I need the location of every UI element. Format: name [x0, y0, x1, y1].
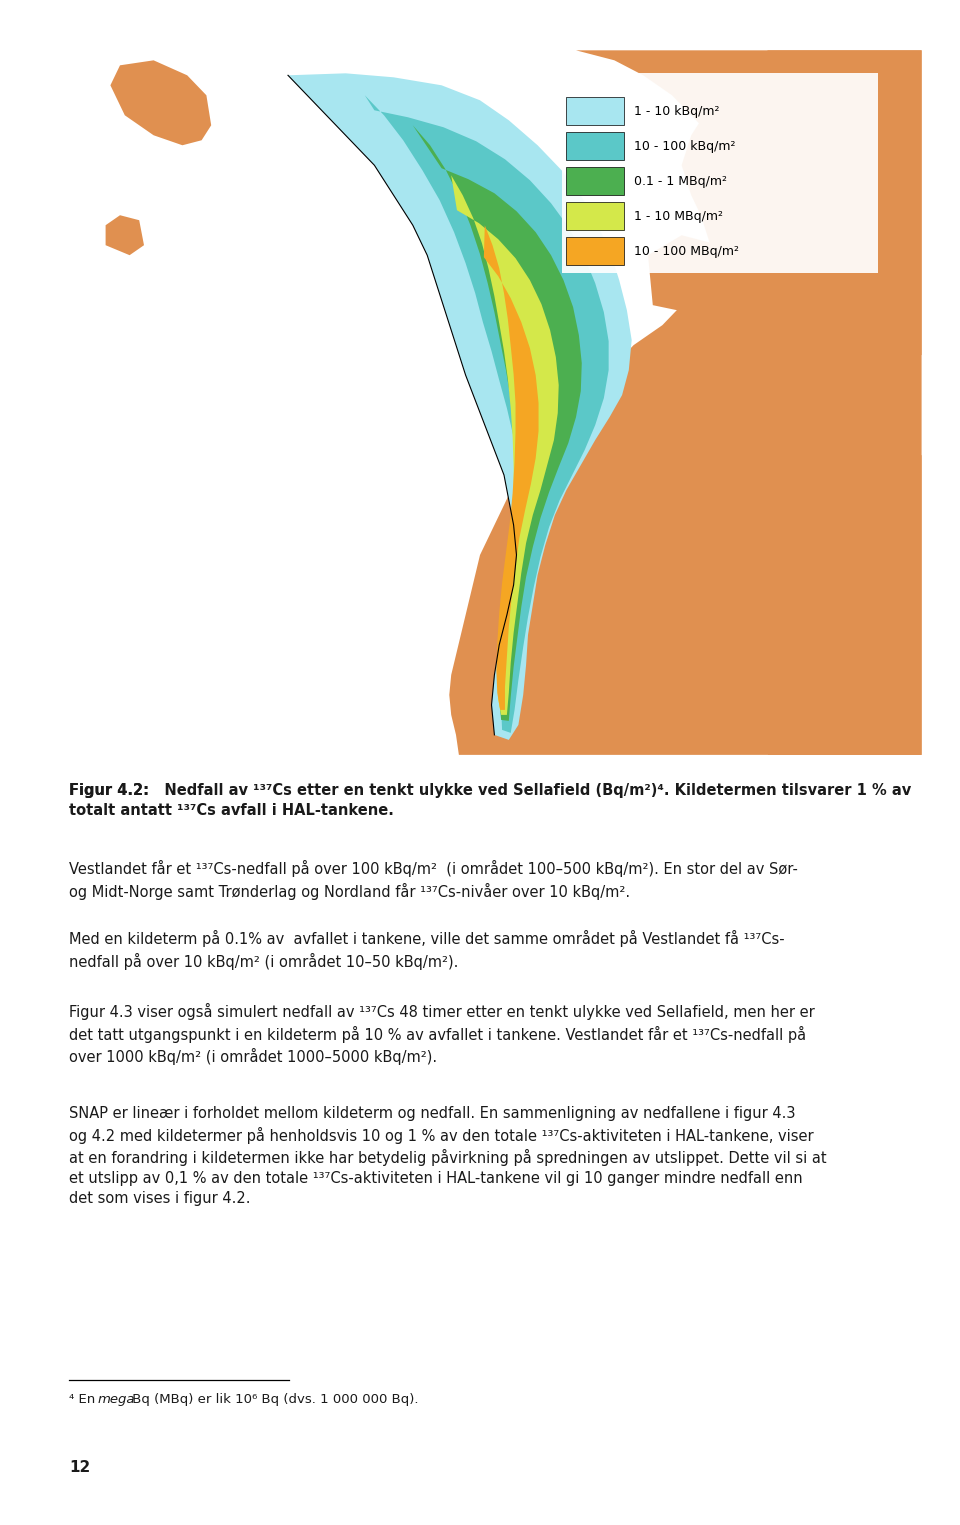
Polygon shape — [449, 50, 922, 755]
Polygon shape — [288, 73, 632, 740]
Polygon shape — [413, 125, 582, 721]
Bar — [566, 98, 624, 125]
Bar — [566, 238, 624, 265]
Bar — [562, 73, 878, 273]
Polygon shape — [648, 235, 730, 316]
Text: Bq (MBq) er lik 10⁶ Bq (dvs. 1 000 000 Bq).: Bq (MBq) er lik 10⁶ Bq (dvs. 1 000 000 B… — [128, 1392, 419, 1406]
Polygon shape — [365, 95, 609, 734]
Text: Vestlandet får et ¹³⁷Cs-nedfall på over 100 kBq/m²  (i området 100–500 kBq/m²). : Vestlandet får et ¹³⁷Cs-nedfall på over … — [69, 860, 798, 900]
Polygon shape — [758, 454, 922, 755]
Text: Figur 4.3 viser også simulert nedfall av ¹³⁷Cs 48 timer etter en tenkt ulykke ve: Figur 4.3 viser også simulert nedfall av… — [69, 1003, 815, 1066]
Polygon shape — [106, 215, 144, 255]
Polygon shape — [451, 175, 559, 715]
Bar — [566, 203, 624, 230]
Text: 0.1 - 1 MBq/m²: 0.1 - 1 MBq/m² — [634, 175, 727, 188]
Text: Figur 4.2:: Figur 4.2: — [69, 782, 149, 798]
Text: 10 - 100 kBq/m²: 10 - 100 kBq/m² — [634, 140, 735, 153]
Text: ⁴ En: ⁴ En — [69, 1392, 100, 1406]
Text: 10 - 100 MBq/m²: 10 - 100 MBq/m² — [634, 244, 738, 258]
Polygon shape — [484, 226, 539, 711]
Bar — [566, 168, 624, 195]
Text: 1 - 10 kBq/m²: 1 - 10 kBq/m² — [634, 105, 719, 117]
Polygon shape — [629, 386, 710, 465]
Bar — [566, 133, 624, 160]
Text: Med en kildeterm på 0.1% av  avfallet i tankene, ville det samme området på Vest: Med en kildeterm på 0.1% av avfallet i t… — [69, 930, 784, 970]
Polygon shape — [576, 50, 922, 355]
Text: 12: 12 — [69, 1459, 90, 1475]
Text: Figur 4.2:   Nedfall av ¹³⁷Cs etter en tenkt ulykke ved Sellafield (Bq/m²)⁴. Kil: Figur 4.2: Nedfall av ¹³⁷Cs etter en ten… — [69, 782, 911, 817]
Polygon shape — [110, 61, 211, 145]
Text: mega: mega — [97, 1392, 134, 1406]
Text: 1 - 10 MBq/m²: 1 - 10 MBq/m² — [634, 210, 723, 223]
Text: SNAP er lineær i forholdet mellom kildeterm og nedfall. En sammenligning av nedf: SNAP er lineær i forholdet mellom kildet… — [69, 1106, 827, 1206]
